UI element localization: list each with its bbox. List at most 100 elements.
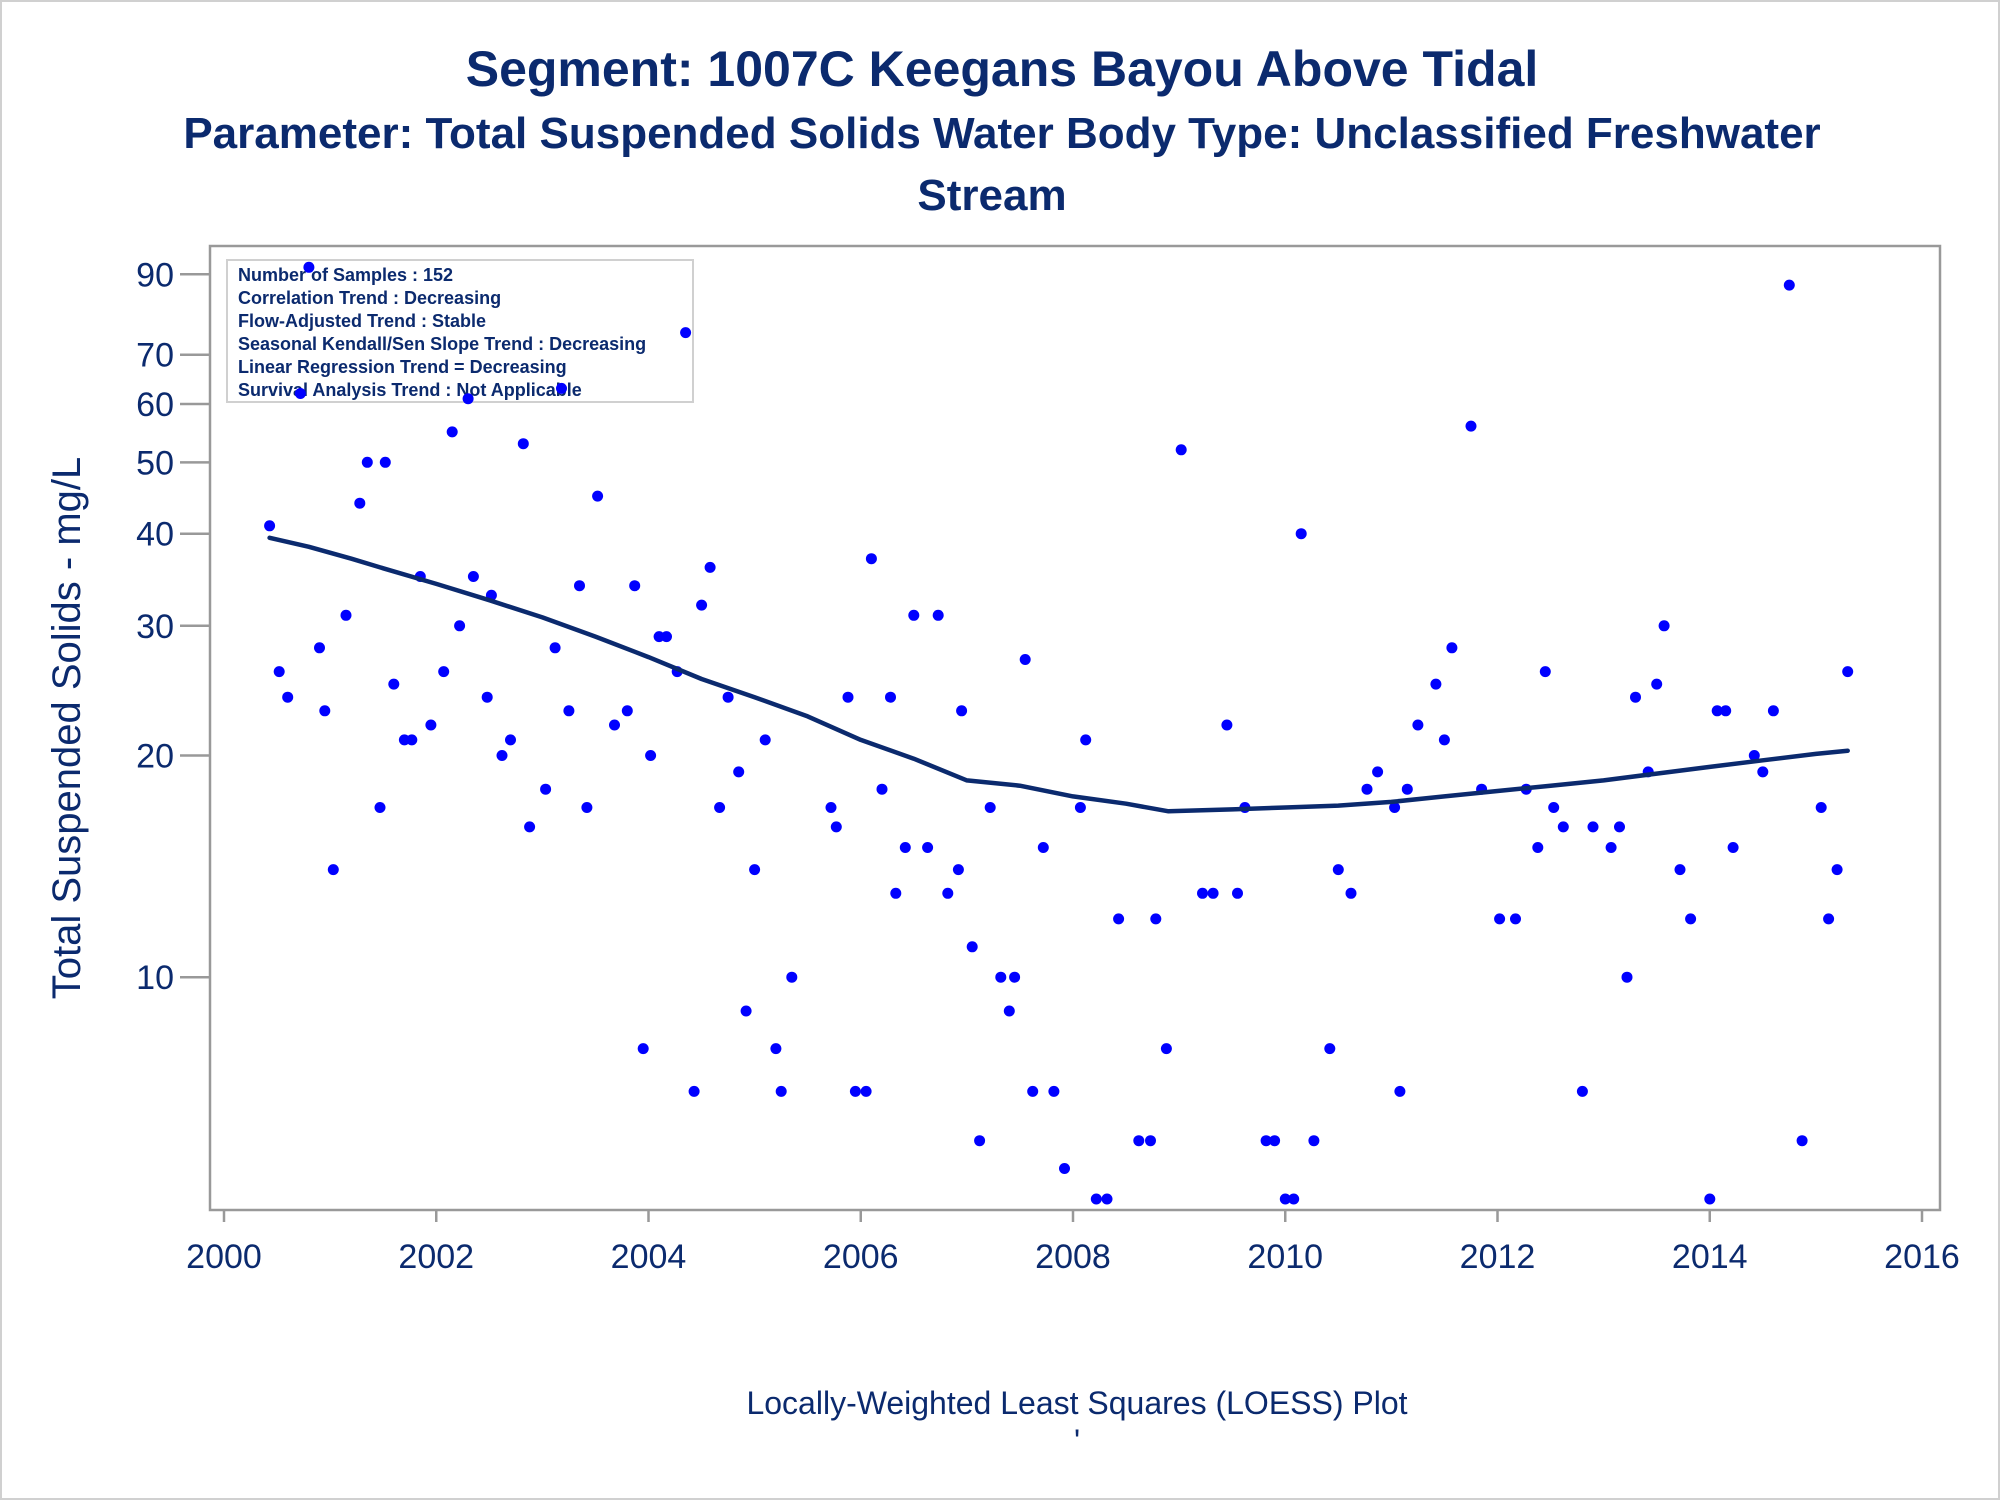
data-point (496, 750, 508, 761)
data-point (696, 599, 708, 611)
data-point (1003, 1005, 1015, 1017)
data-point (1842, 666, 1854, 678)
data-point (1160, 1043, 1172, 1055)
data-point (467, 571, 479, 582)
data-point (1372, 766, 1384, 778)
data-point (1630, 691, 1641, 703)
data-point (1279, 1193, 1291, 1205)
x-tick-label: 2004 (611, 1238, 687, 1276)
data-point (922, 842, 934, 853)
chart-title-line1: Segment: 1007C Keegans Bayou Above Tidal (466, 41, 1539, 97)
x-tick-label: 2016 (1884, 1238, 1960, 1276)
data-point (581, 802, 593, 813)
stats-inset: Number of Samples : 152 Correlation Tren… (226, 259, 694, 403)
stats-inset-line: Seasonal Kendall/Sen Slope Trend : Decre… (238, 334, 646, 354)
data-point (1557, 821, 1569, 833)
data-point (1510, 913, 1521, 925)
data-point (1090, 1193, 1102, 1205)
data-point (1587, 821, 1599, 833)
data-point (1401, 783, 1413, 795)
data-point (1145, 1135, 1156, 1147)
data-point (661, 631, 672, 643)
data-point (1101, 1193, 1113, 1205)
data-point (1175, 444, 1187, 456)
data-point (1796, 1135, 1808, 1147)
data-point (1308, 1135, 1320, 1147)
data-point (842, 691, 854, 703)
data-point (688, 1085, 700, 1097)
data-point (1037, 842, 1049, 853)
y-tick-label: 40 (136, 516, 174, 554)
data-point (759, 734, 771, 746)
data-point (1260, 1135, 1272, 1147)
data-point (860, 1085, 872, 1097)
data-point (1133, 1135, 1145, 1147)
data-point (1361, 783, 1373, 795)
data-point (1412, 719, 1424, 731)
chart-title-line3: Stream (917, 171, 1066, 220)
stats-inset-line: Survival Analysis Trend : Not Applicable (238, 380, 582, 400)
data-point (1446, 642, 1458, 654)
x-tick-label: 2000 (186, 1238, 262, 1276)
footnote-mark: ' (1074, 1423, 1080, 1459)
data-point (1674, 864, 1686, 876)
stats-inset-line: Number of Samples : 152 (238, 265, 453, 285)
data-point (952, 864, 964, 876)
data-point (1269, 1135, 1281, 1147)
data-point (1748, 750, 1760, 761)
data-point (899, 842, 911, 853)
data-point (1438, 734, 1450, 746)
data-point (1430, 678, 1442, 690)
data-point (621, 705, 633, 717)
y-tick-label: 70 (136, 337, 174, 375)
data-point (637, 1043, 649, 1055)
data-point (1494, 913, 1506, 925)
data-point (1074, 802, 1086, 813)
data-point (680, 327, 692, 339)
data-point (446, 426, 458, 438)
data-point (1465, 420, 1477, 432)
data-point (1232, 887, 1243, 899)
data-point (1113, 913, 1125, 925)
data-point (340, 609, 352, 621)
data-point (425, 719, 437, 731)
loess-curve (267, 535, 1850, 814)
y-axis: 10 20 30 40 50 60 70 90 (136, 256, 210, 997)
data-point (563, 705, 575, 717)
stats-inset-line: Correlation Trend : Decreasing (238, 288, 501, 308)
stats-inset-line: Linear Regression Trend = Decreasing (238, 357, 567, 377)
data-point (556, 382, 567, 394)
data-point (1831, 864, 1843, 876)
data-point (1605, 842, 1617, 853)
data-point (908, 609, 920, 621)
y-tick-label: 30 (136, 608, 174, 646)
data-point (966, 941, 978, 953)
data-point (1027, 1085, 1039, 1097)
y-tick-label: 50 (136, 444, 174, 482)
loess-curve-group (267, 535, 1850, 814)
data-point (327, 864, 339, 876)
data-point (1614, 821, 1625, 833)
data-point (1150, 913, 1162, 925)
data-point (1685, 913, 1697, 925)
stats-inset-box (226, 259, 694, 403)
data-point (714, 802, 726, 813)
data-point (1048, 1085, 1060, 1097)
data-point (1288, 1193, 1300, 1205)
x-tick-label: 2002 (398, 1238, 474, 1276)
data-point (1059, 1163, 1070, 1174)
data-point (722, 691, 734, 703)
data-point (592, 490, 604, 502)
data-point (1621, 971, 1633, 983)
data-point (770, 1043, 782, 1055)
data-point (974, 1135, 986, 1147)
data-point (1823, 913, 1835, 925)
plot-area (208, 244, 1942, 1212)
y-tick-label: 20 (136, 737, 174, 775)
data-point (1019, 654, 1031, 665)
data-point (294, 388, 306, 399)
data-point (704, 561, 716, 573)
data-point (1757, 766, 1769, 778)
data-point (1332, 864, 1344, 876)
